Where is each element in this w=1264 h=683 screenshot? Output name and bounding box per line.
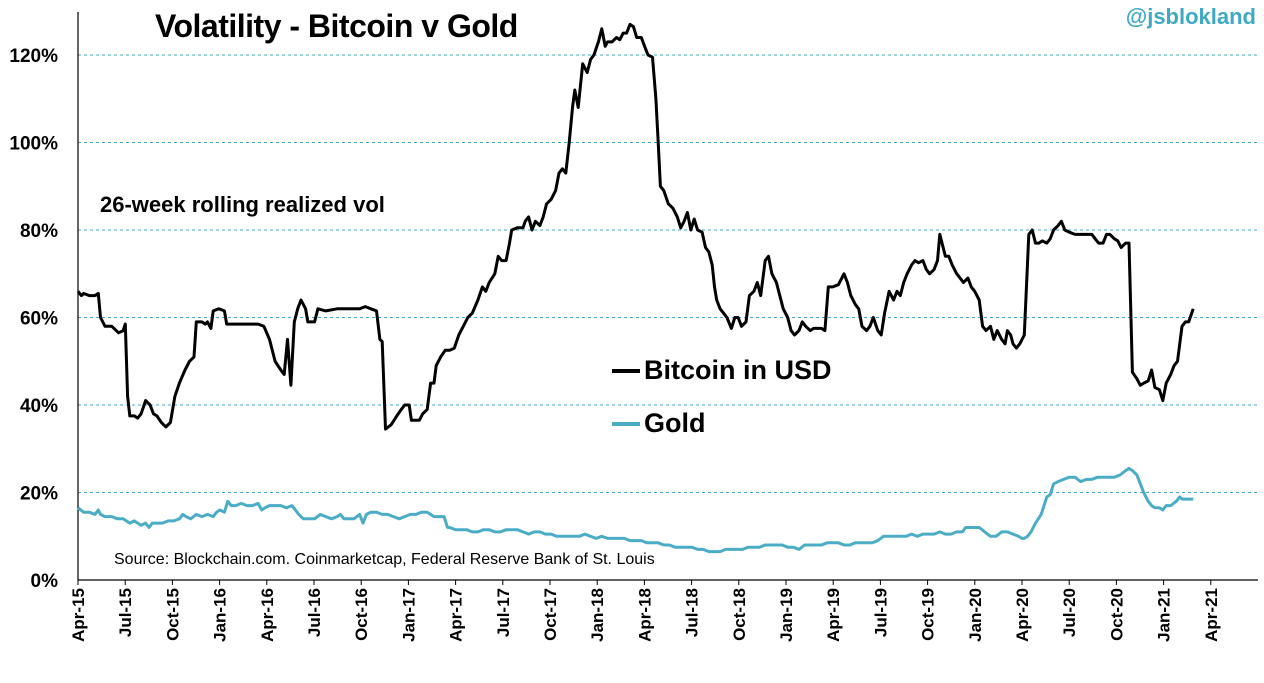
x-tick-label: Jul-19 bbox=[871, 588, 890, 637]
x-tick-label: Oct-17 bbox=[541, 588, 560, 641]
x-tick-label: Apr-15 bbox=[69, 588, 88, 642]
series-line-gold bbox=[77, 466, 1194, 554]
chart-title: Volatility - Bitcoin v Gold bbox=[155, 8, 518, 44]
x-tick-label: Apr-20 bbox=[1013, 588, 1032, 642]
x-tick-label: Jul-18 bbox=[683, 588, 702, 637]
x-tick-label: Apr-16 bbox=[258, 588, 277, 642]
x-tick-label: Jan-17 bbox=[399, 588, 418, 642]
y-tick-label: 20% bbox=[20, 484, 58, 505]
x-tick-label: Jan-16 bbox=[211, 588, 230, 642]
x-tick-label: Oct-15 bbox=[163, 588, 182, 641]
author-handle: @jsblokland bbox=[1125, 4, 1256, 29]
x-tick-label: Jul-16 bbox=[305, 588, 324, 637]
y-tick-label: 40% bbox=[20, 396, 58, 417]
y-tick-label: 60% bbox=[20, 309, 58, 330]
y-tick-label: 80% bbox=[20, 221, 58, 242]
x-tick-label: Apr-17 bbox=[447, 588, 466, 642]
x-tick-label: Apr-21 bbox=[1202, 588, 1221, 642]
legend-swatch-gold bbox=[612, 421, 640, 426]
legend-item-bitcoin: Bitcoin in USD bbox=[612, 355, 832, 386]
legend-label-gold: Gold bbox=[644, 408, 706, 438]
y-tick-label: 0% bbox=[31, 571, 59, 592]
x-tick-label: Apr-18 bbox=[635, 588, 654, 642]
x-tick-label: Jan-18 bbox=[588, 588, 607, 642]
source-note: Source: Blockchain.com. Coinmarketcap, F… bbox=[114, 551, 655, 568]
series-line-bitcoin bbox=[76, 22, 1195, 431]
y-tick-label: 120% bbox=[9, 46, 58, 67]
x-tick-label: Jul-20 bbox=[1060, 588, 1079, 637]
x-tick-label: Oct-20 bbox=[1107, 588, 1126, 641]
y-tick-label: 100% bbox=[9, 134, 58, 155]
x-tick-label: Jan-19 bbox=[777, 588, 796, 642]
x-tick-label: Jan-21 bbox=[1155, 588, 1174, 642]
legend-swatch-bitcoin bbox=[612, 368, 640, 373]
x-tick-label: Jul-17 bbox=[494, 588, 513, 637]
x-tick-label: Jan-20 bbox=[966, 588, 985, 642]
legend-item-gold: Gold bbox=[612, 408, 706, 439]
x-tick-label: Oct-18 bbox=[730, 588, 749, 641]
x-tick-label: Oct-16 bbox=[352, 588, 371, 641]
x-tick-label: Apr-19 bbox=[824, 588, 843, 642]
x-tick-label: Jul-15 bbox=[116, 588, 135, 637]
legend-label-bitcoin: Bitcoin in USD bbox=[644, 355, 832, 385]
x-tick-label: Oct-19 bbox=[919, 588, 938, 641]
chart-annotation: 26-week rolling realized vol bbox=[100, 192, 385, 217]
